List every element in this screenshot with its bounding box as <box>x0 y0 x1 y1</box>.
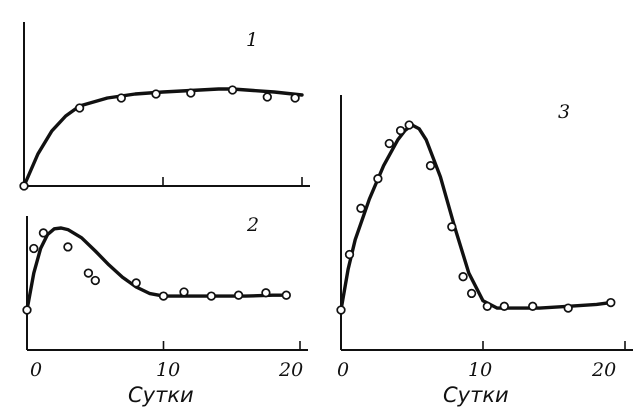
data-point <box>90 275 100 286</box>
data-point <box>563 303 573 313</box>
x-tick-label-right-10: 10 <box>468 359 492 381</box>
data-point <box>606 297 616 308</box>
data-point <box>63 242 73 252</box>
data-point <box>395 125 406 136</box>
data-point <box>466 288 477 299</box>
x-axis-title-right: Сутки <box>443 383 509 407</box>
data-point <box>528 301 538 311</box>
data-point <box>29 243 39 254</box>
data-point <box>233 290 244 300</box>
x-tick-label-left-10: 10 <box>156 359 180 381</box>
x-tick-label-left-0: 0 <box>30 359 42 381</box>
panel-label-2: 2 <box>246 214 259 236</box>
data-point <box>425 161 436 171</box>
data-point <box>22 305 32 315</box>
data-point <box>281 290 291 300</box>
x-tick-label-right-20: 20 <box>591 359 616 381</box>
x-axis-title-left: Сутки <box>128 383 194 407</box>
data-point <box>131 278 141 288</box>
data-point <box>206 291 216 301</box>
data-point <box>116 93 126 103</box>
panel-label-1: 1 <box>246 29 258 51</box>
data-point <box>19 181 29 191</box>
data-point <box>384 138 394 149</box>
fitted-curve-2 <box>25 226 288 312</box>
data-point <box>356 203 366 213</box>
data-point <box>83 268 94 278</box>
data-point <box>186 88 196 98</box>
panel-label-3: 3 <box>558 101 570 123</box>
fitted-curve-3 <box>339 123 613 312</box>
data-point <box>458 272 468 282</box>
data-point <box>151 89 161 99</box>
data-point <box>74 103 85 113</box>
data-point <box>447 222 457 232</box>
data-point <box>482 301 492 311</box>
panel-2 <box>22 216 308 351</box>
data-point <box>499 301 509 311</box>
data-point <box>158 291 169 301</box>
x-tick-label-left-20: 20 <box>278 359 303 381</box>
data-point <box>227 85 238 95</box>
data-point <box>373 174 383 184</box>
fitted-curve-1 <box>22 87 304 188</box>
data-point <box>404 120 414 130</box>
x-tick-label-right-0: 0 <box>337 359 349 381</box>
data-point <box>38 228 49 238</box>
data-point <box>290 93 300 103</box>
data-point <box>262 92 272 102</box>
panel-1 <box>19 22 310 191</box>
data-point <box>336 305 346 315</box>
data-point <box>179 287 189 297</box>
data-point <box>261 288 271 298</box>
data-point <box>344 249 355 260</box>
panel-3 <box>336 95 633 351</box>
